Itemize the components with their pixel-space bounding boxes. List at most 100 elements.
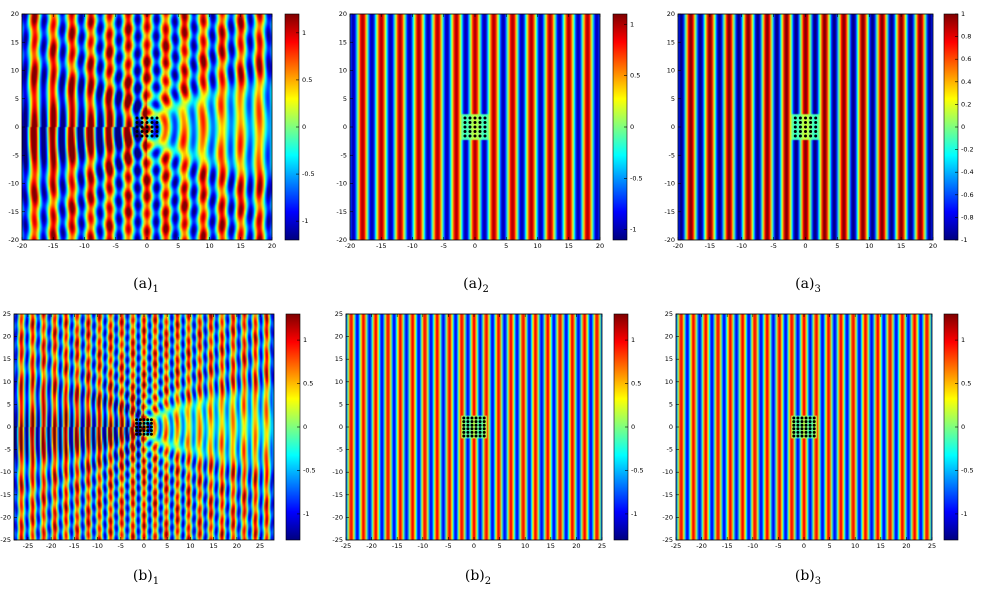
scatterer-point [138, 418, 142, 422]
y-tick-label: -5 [667, 446, 673, 454]
panel-caption-subscript: 3 [814, 283, 821, 295]
scatterer-point [800, 416, 804, 420]
scatterer-point [482, 423, 486, 427]
y-tick-label: 15 [667, 38, 675, 46]
scatterer-point [142, 425, 146, 429]
colorbar-tick-label: -0.8 [961, 213, 974, 221]
scatterer-point [468, 134, 472, 138]
scatterer-point [470, 423, 474, 427]
scatterer-point [462, 427, 466, 431]
scatterer-point [796, 416, 800, 420]
y-tick-label: 5 [15, 95, 19, 103]
scatterer-array-b2 [462, 416, 486, 438]
scatterer-point [804, 116, 807, 120]
colorbar-tick-label: 0.4 [961, 78, 971, 86]
y-tick-label: -20 [8, 236, 19, 244]
scatterer-point [138, 429, 142, 433]
scatterer-point [149, 421, 153, 425]
x-tick-label: 10 [205, 242, 213, 250]
scatterer-point [470, 420, 474, 424]
y-tick-label: -5 [669, 151, 675, 159]
scatterer-point [798, 116, 802, 120]
colorbar-tick-label: 0.5 [961, 380, 971, 388]
x-tick-label: 10 [521, 542, 529, 550]
scatterer-point [483, 121, 487, 124]
x-tick-label: -25 [341, 542, 352, 550]
scatterer-point [812, 423, 816, 427]
scatterer-point [150, 116, 154, 120]
y-tick-label: -15 [336, 208, 347, 216]
colorbar-tick-label: 0 [631, 423, 635, 431]
x-tick-label: 15 [565, 242, 573, 250]
scatterer-point [466, 427, 470, 431]
scatterer-point [808, 430, 812, 434]
scatterer-point [138, 425, 142, 429]
scatterer-point [478, 134, 482, 138]
scatterer-point [142, 429, 146, 433]
x-tick-label: 20 [902, 542, 910, 550]
x-tick-label: -15 [705, 242, 716, 250]
x-tick-label: -10 [407, 242, 418, 250]
scatterer-point [149, 432, 153, 436]
x-tick-label: 5 [176, 242, 180, 250]
scatterer-point [808, 416, 812, 420]
scatterer-point [478, 125, 482, 129]
x-tick-label: 20 [929, 242, 937, 250]
x-tick-label: -15 [376, 242, 387, 250]
colorbar-tick-label: 1 [961, 10, 965, 18]
y-tick-label: -10 [8, 180, 19, 188]
scatterer-point [792, 420, 796, 424]
y-tick-label: 15 [3, 355, 11, 363]
panel-caption-a1: (a)1 [86, 276, 206, 295]
scatterer-array-b1 [135, 418, 153, 436]
scatterer-point [462, 434, 466, 438]
x-tick-label: -20 [345, 242, 356, 250]
scatterer-point [140, 125, 144, 129]
scatterer-point [478, 430, 482, 434]
scatterer-point [140, 116, 144, 120]
panel-caption-label: (a) [795, 276, 815, 292]
x-tick-label: 5 [504, 242, 508, 250]
x-tick-label: 25 [598, 542, 606, 550]
x-tick-label: 15 [547, 542, 555, 550]
scatterer-point [146, 418, 150, 422]
scatterer-point [793, 130, 797, 133]
scatterer-point [138, 432, 142, 436]
colorbar-tick-label: -1 [961, 510, 967, 518]
scatterer-point [462, 416, 466, 420]
colorbar-tick-label: 0 [961, 423, 965, 431]
scatterer-point [792, 430, 796, 434]
scatterer-array-a1 [135, 116, 159, 138]
scatterer-point [798, 125, 802, 129]
scatterer-point [808, 423, 812, 427]
x-tick-label: -10 [92, 542, 103, 550]
y-tick-label: -25 [0, 536, 11, 544]
scatterer-point [138, 421, 142, 425]
heatmap-image-b3 [676, 314, 932, 540]
scatterer-point [478, 423, 482, 427]
scatterer-point [145, 134, 149, 138]
x-tick-label: 5 [828, 542, 832, 550]
scatterer-point [798, 130, 802, 133]
x-tick-label: 10 [851, 542, 859, 550]
colorbar-tick-label: -1 [303, 510, 309, 518]
colorbar-tick-label: -0.5 [630, 174, 643, 182]
panel-caption-subscript: 3 [814, 575, 822, 587]
x-tick-label: -20 [46, 542, 57, 550]
scatterer-point [135, 134, 139, 138]
x-tick-label: 20 [596, 242, 604, 250]
colorbar-tick-label: 0.5 [630, 72, 640, 80]
x-tick-label: 0 [472, 542, 476, 550]
colorbar-tick-label: 0.5 [303, 380, 313, 388]
panel-caption-subscript: 1 [152, 283, 159, 295]
scatterer-point [483, 130, 487, 133]
y-tick-label: -10 [664, 180, 675, 188]
x-tick-label: 10 [186, 542, 194, 550]
y-tick-label: -15 [662, 491, 673, 499]
colorbar-tick-label: 1 [302, 29, 306, 37]
panel-caption-label: (b) [132, 568, 153, 584]
scatterer-point [800, 423, 804, 427]
scatterer-point [800, 427, 804, 431]
scatterer-point [478, 427, 482, 431]
scatterer-point [792, 423, 796, 427]
